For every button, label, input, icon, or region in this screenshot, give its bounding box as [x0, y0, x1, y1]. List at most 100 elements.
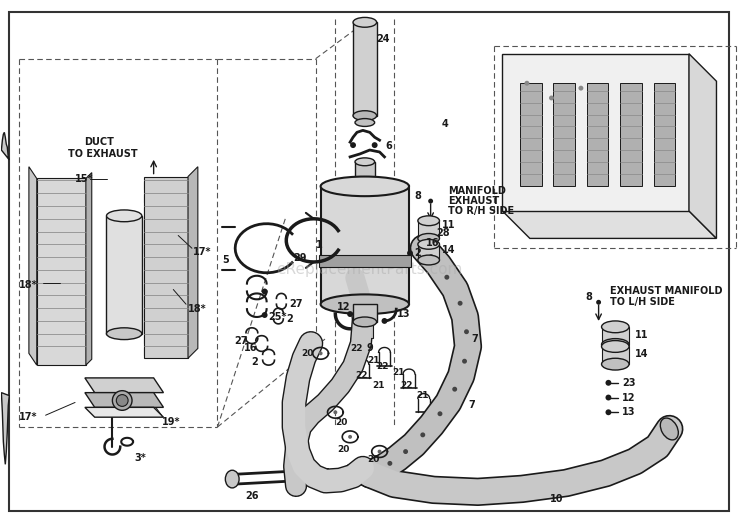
Ellipse shape — [602, 338, 629, 350]
Text: 29: 29 — [293, 253, 307, 263]
Circle shape — [388, 461, 392, 466]
Polygon shape — [85, 393, 164, 407]
Ellipse shape — [320, 294, 409, 314]
Bar — [418, 221, 440, 238]
Text: 20: 20 — [301, 349, 313, 358]
Bar — [320, 186, 409, 304]
Bar — [319, 255, 411, 267]
Circle shape — [437, 411, 442, 416]
Polygon shape — [188, 167, 198, 358]
Ellipse shape — [353, 317, 376, 327]
Circle shape — [462, 359, 467, 363]
Text: MANIFOLD: MANIFOLD — [448, 186, 506, 196]
Bar — [653, 83, 675, 186]
Ellipse shape — [353, 17, 376, 27]
Bar — [602, 346, 629, 364]
Polygon shape — [503, 54, 689, 211]
Text: 20: 20 — [335, 417, 348, 427]
Circle shape — [334, 411, 338, 414]
Ellipse shape — [355, 119, 375, 127]
Text: 14: 14 — [442, 245, 455, 255]
Circle shape — [420, 433, 425, 437]
Ellipse shape — [418, 255, 440, 265]
Bar — [106, 216, 142, 334]
Text: 2: 2 — [414, 248, 421, 258]
Text: 14: 14 — [635, 349, 649, 359]
Text: 5: 5 — [223, 255, 230, 265]
Text: 21: 21 — [392, 369, 405, 378]
Bar — [353, 22, 376, 116]
Text: 13: 13 — [398, 309, 411, 319]
Text: 8: 8 — [414, 191, 421, 201]
Text: 1: 1 — [316, 240, 322, 251]
Text: 15*: 15* — [75, 175, 94, 185]
Bar — [520, 83, 542, 186]
Circle shape — [350, 142, 356, 148]
Text: 22: 22 — [355, 371, 368, 380]
Text: 4: 4 — [442, 119, 448, 130]
Text: 10: 10 — [550, 494, 563, 504]
Circle shape — [452, 386, 458, 392]
Polygon shape — [503, 211, 716, 238]
Text: 2: 2 — [251, 357, 258, 367]
Text: 8: 8 — [586, 292, 592, 302]
Text: 17*: 17* — [19, 412, 38, 422]
Bar — [353, 304, 376, 322]
Text: DUCT: DUCT — [84, 137, 114, 147]
Circle shape — [464, 329, 469, 334]
Text: 17*: 17* — [193, 247, 211, 257]
Text: 16: 16 — [426, 238, 439, 248]
Polygon shape — [2, 132, 9, 160]
Text: 22: 22 — [400, 381, 412, 390]
Circle shape — [348, 435, 352, 439]
Text: TO EXHAUST: TO EXHAUST — [68, 149, 138, 159]
Ellipse shape — [353, 111, 376, 120]
Circle shape — [404, 449, 408, 454]
Circle shape — [578, 86, 584, 90]
Ellipse shape — [418, 216, 440, 225]
Bar — [357, 320, 373, 338]
Ellipse shape — [602, 340, 629, 353]
Text: 27: 27 — [290, 299, 303, 309]
Circle shape — [458, 301, 463, 306]
Text: 7: 7 — [468, 401, 475, 411]
Bar — [418, 244, 440, 260]
Bar — [355, 162, 375, 189]
Text: 13: 13 — [622, 407, 636, 417]
Text: 26: 26 — [245, 491, 259, 501]
Ellipse shape — [418, 240, 440, 249]
Circle shape — [319, 351, 322, 355]
Text: 23: 23 — [622, 378, 636, 388]
Text: 22: 22 — [376, 361, 389, 371]
Ellipse shape — [106, 328, 142, 339]
Text: 2: 2 — [286, 314, 293, 324]
Ellipse shape — [106, 210, 142, 222]
Ellipse shape — [225, 470, 239, 488]
Bar — [554, 83, 575, 186]
Circle shape — [445, 275, 449, 280]
Circle shape — [382, 318, 388, 324]
Text: 27: 27 — [234, 336, 248, 346]
Text: 20: 20 — [338, 445, 350, 454]
Text: eReplacementParts.com: eReplacementParts.com — [277, 263, 463, 277]
Circle shape — [430, 235, 436, 241]
Circle shape — [407, 250, 413, 256]
Circle shape — [262, 289, 268, 294]
Circle shape — [262, 312, 268, 318]
Circle shape — [549, 96, 554, 100]
Ellipse shape — [320, 177, 409, 196]
Text: 12: 12 — [338, 302, 351, 312]
Polygon shape — [2, 393, 9, 464]
Ellipse shape — [418, 233, 440, 243]
Circle shape — [596, 300, 601, 305]
Bar — [620, 83, 642, 186]
Bar — [586, 83, 608, 186]
Polygon shape — [29, 167, 37, 365]
Circle shape — [605, 380, 611, 386]
Text: 18*: 18* — [188, 304, 207, 314]
Text: 22: 22 — [350, 344, 362, 353]
Text: 11: 11 — [442, 220, 455, 230]
Text: 25*: 25* — [268, 312, 287, 322]
Text: 18*: 18* — [19, 280, 38, 290]
Polygon shape — [689, 54, 716, 238]
